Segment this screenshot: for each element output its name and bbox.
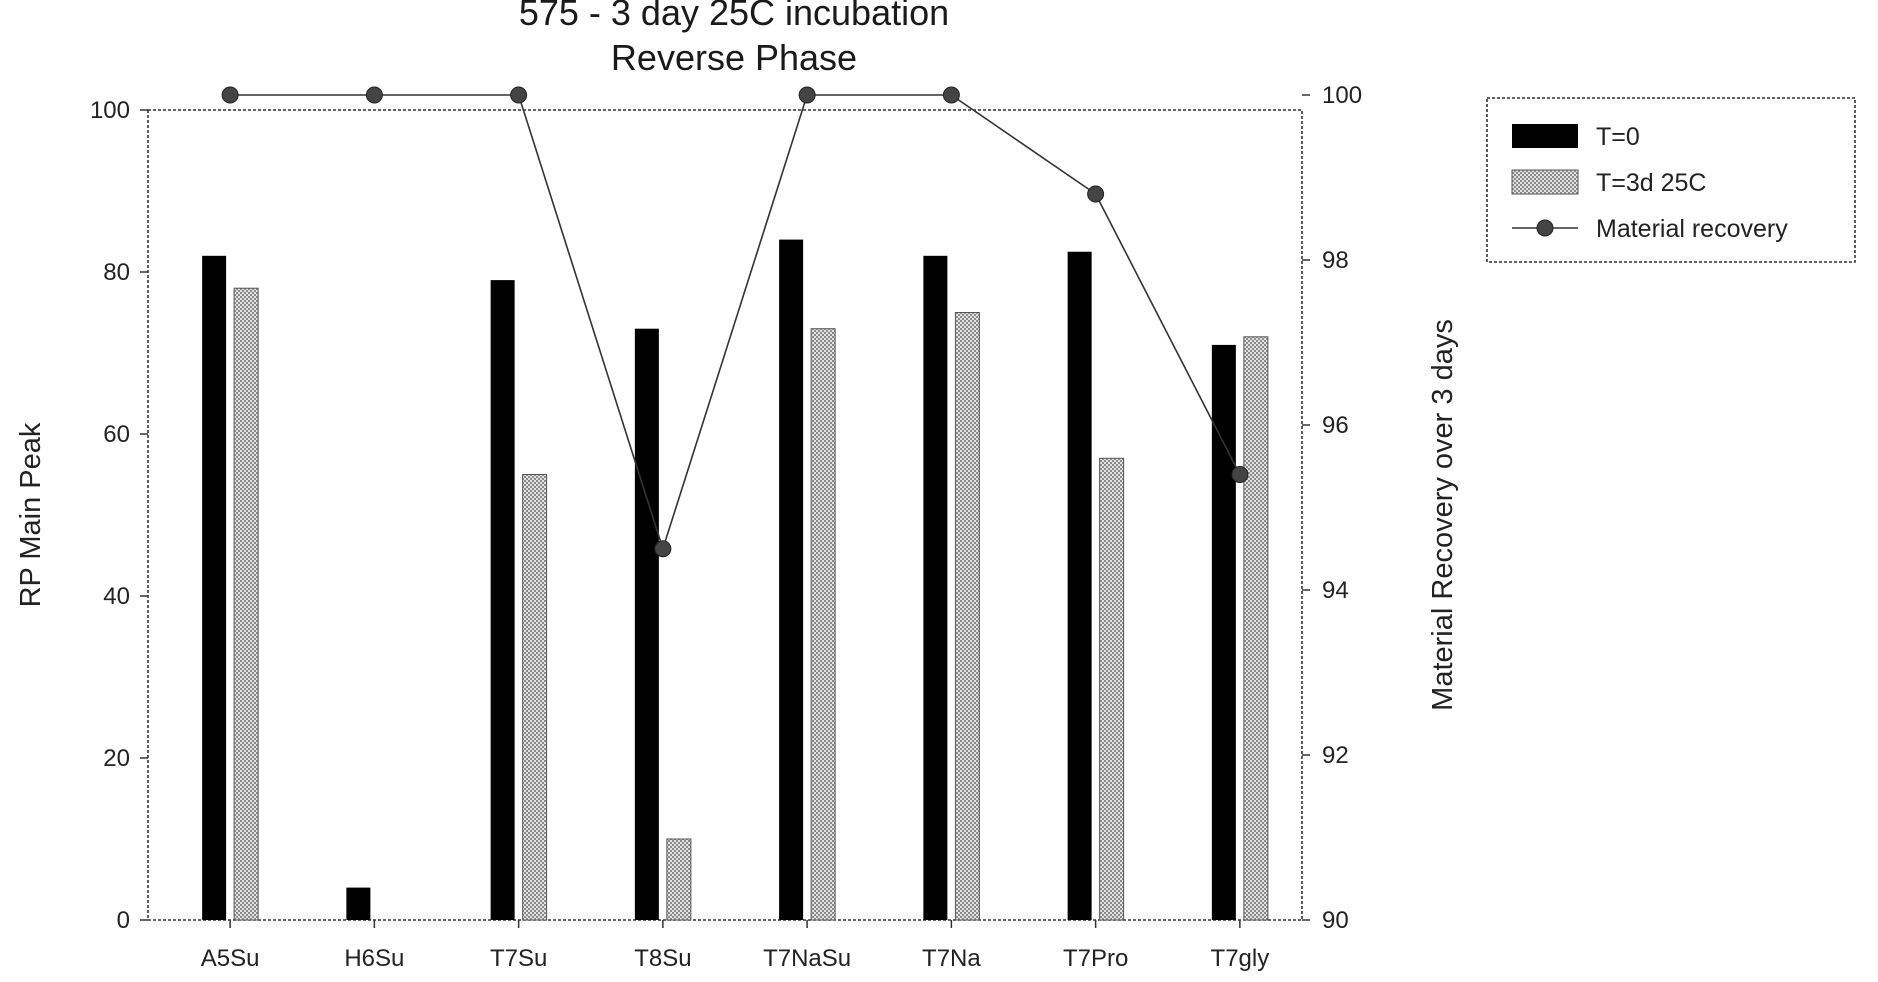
y2-tick-label-94: 94 bbox=[1322, 577, 1349, 604]
x-tick-label-T7Su: T7Su bbox=[490, 945, 547, 972]
bar-t3d-A5Su bbox=[233, 287, 259, 921]
recovery-point-T7gly bbox=[1231, 466, 1249, 483]
y2-axis-label: Material Recovery over 3 days bbox=[1427, 319, 1459, 711]
recovery-point-A5Su bbox=[221, 86, 239, 104]
bar-t0-A5Su bbox=[202, 255, 227, 921]
recovery-point-H6Su bbox=[365, 86, 383, 104]
y-axis-label: RP Main Peak bbox=[15, 422, 47, 607]
y-tick-label-60: 60 bbox=[103, 421, 130, 448]
legend-swatch-t0 bbox=[1512, 124, 1578, 148]
x-tick-label-A5Su: A5Su bbox=[201, 945, 260, 972]
legend-frame bbox=[1486, 97, 1856, 263]
y-tick-label-20: 20 bbox=[103, 745, 130, 772]
bar-t0-T8Su bbox=[634, 328, 659, 920]
bar-t0-T7Su bbox=[490, 280, 515, 921]
legend-label-recovery: Material recovery bbox=[1596, 215, 1788, 243]
recovery-point-T7Na bbox=[942, 86, 960, 104]
x-tick-label-H6Su: H6Su bbox=[344, 945, 404, 972]
x-tick-label-T8Su: T8Su bbox=[634, 945, 691, 972]
legend-label-t0: T=0 bbox=[1596, 123, 1640, 151]
y2-tick-label-98: 98 bbox=[1322, 247, 1349, 274]
y2-tick-label-96: 96 bbox=[1322, 412, 1349, 439]
recovery-line-layer bbox=[221, 86, 1249, 558]
recovery-point-T8Su bbox=[654, 540, 672, 558]
recovery-point-T7Su bbox=[510, 86, 528, 104]
y2-tick-label-92: 92 bbox=[1322, 742, 1349, 769]
y2-tick-label-90: 90 bbox=[1322, 907, 1349, 934]
recovery-line bbox=[230, 94, 1241, 552]
bar-t3d-T7gly bbox=[1243, 336, 1269, 921]
bar-t3d-T7NaSu bbox=[810, 328, 836, 921]
recovery-point-T7Pro bbox=[1087, 185, 1105, 203]
bar-t0-T7gly bbox=[1211, 344, 1236, 920]
legend-label-t3d: T=3d 25C bbox=[1596, 169, 1707, 197]
x-tick-label-T7gly: T7gly bbox=[1211, 945, 1270, 972]
y-tick-label-80: 80 bbox=[103, 259, 130, 286]
chart-subtitle: Reverse Phase bbox=[611, 37, 857, 78]
y-tick-label-40: 40 bbox=[103, 583, 130, 610]
bar-t3d-T8Su bbox=[666, 838, 692, 921]
x-tick-label-T7NaSu: T7NaSu bbox=[763, 945, 851, 972]
axis-ticks-layer: 0 20 40 60 80 100 90 92 94 96 98 100 A5Su H6Su T7Su T8S… bbox=[90, 82, 1362, 972]
legend: T=0 T=3d 25C Material recovery bbox=[1486, 97, 1856, 263]
x-tick-label-T7Pro: T7Pro bbox=[1063, 945, 1128, 972]
y-tick-label-0: 0 bbox=[117, 907, 130, 934]
bar-t3d-T7Pro bbox=[1099, 457, 1125, 921]
bar-t0-T7NaSu bbox=[779, 239, 804, 921]
bar-t0-T7Na bbox=[923, 255, 948, 921]
legend-marker-recovery bbox=[1536, 219, 1554, 237]
bar-t0-T7Pro bbox=[1067, 251, 1092, 920]
chart-title: 575 - 3 day 25C incubation bbox=[519, 0, 949, 33]
bar-t3d-T7Na bbox=[954, 312, 980, 921]
plot-frame bbox=[147, 109, 1303, 921]
recovery-point-T7NaSu bbox=[798, 86, 816, 104]
bar-t3d-T7Su bbox=[522, 474, 548, 921]
y-tick-label-100: 100 bbox=[90, 97, 130, 124]
legend-swatch-t3d bbox=[1511, 169, 1579, 195]
bars-layer bbox=[202, 239, 1269, 921]
y2-tick-label-100: 100 bbox=[1322, 82, 1362, 109]
bar-t0-H6Su bbox=[346, 887, 371, 920]
x-tick-label-T7Na: T7Na bbox=[922, 945, 981, 972]
